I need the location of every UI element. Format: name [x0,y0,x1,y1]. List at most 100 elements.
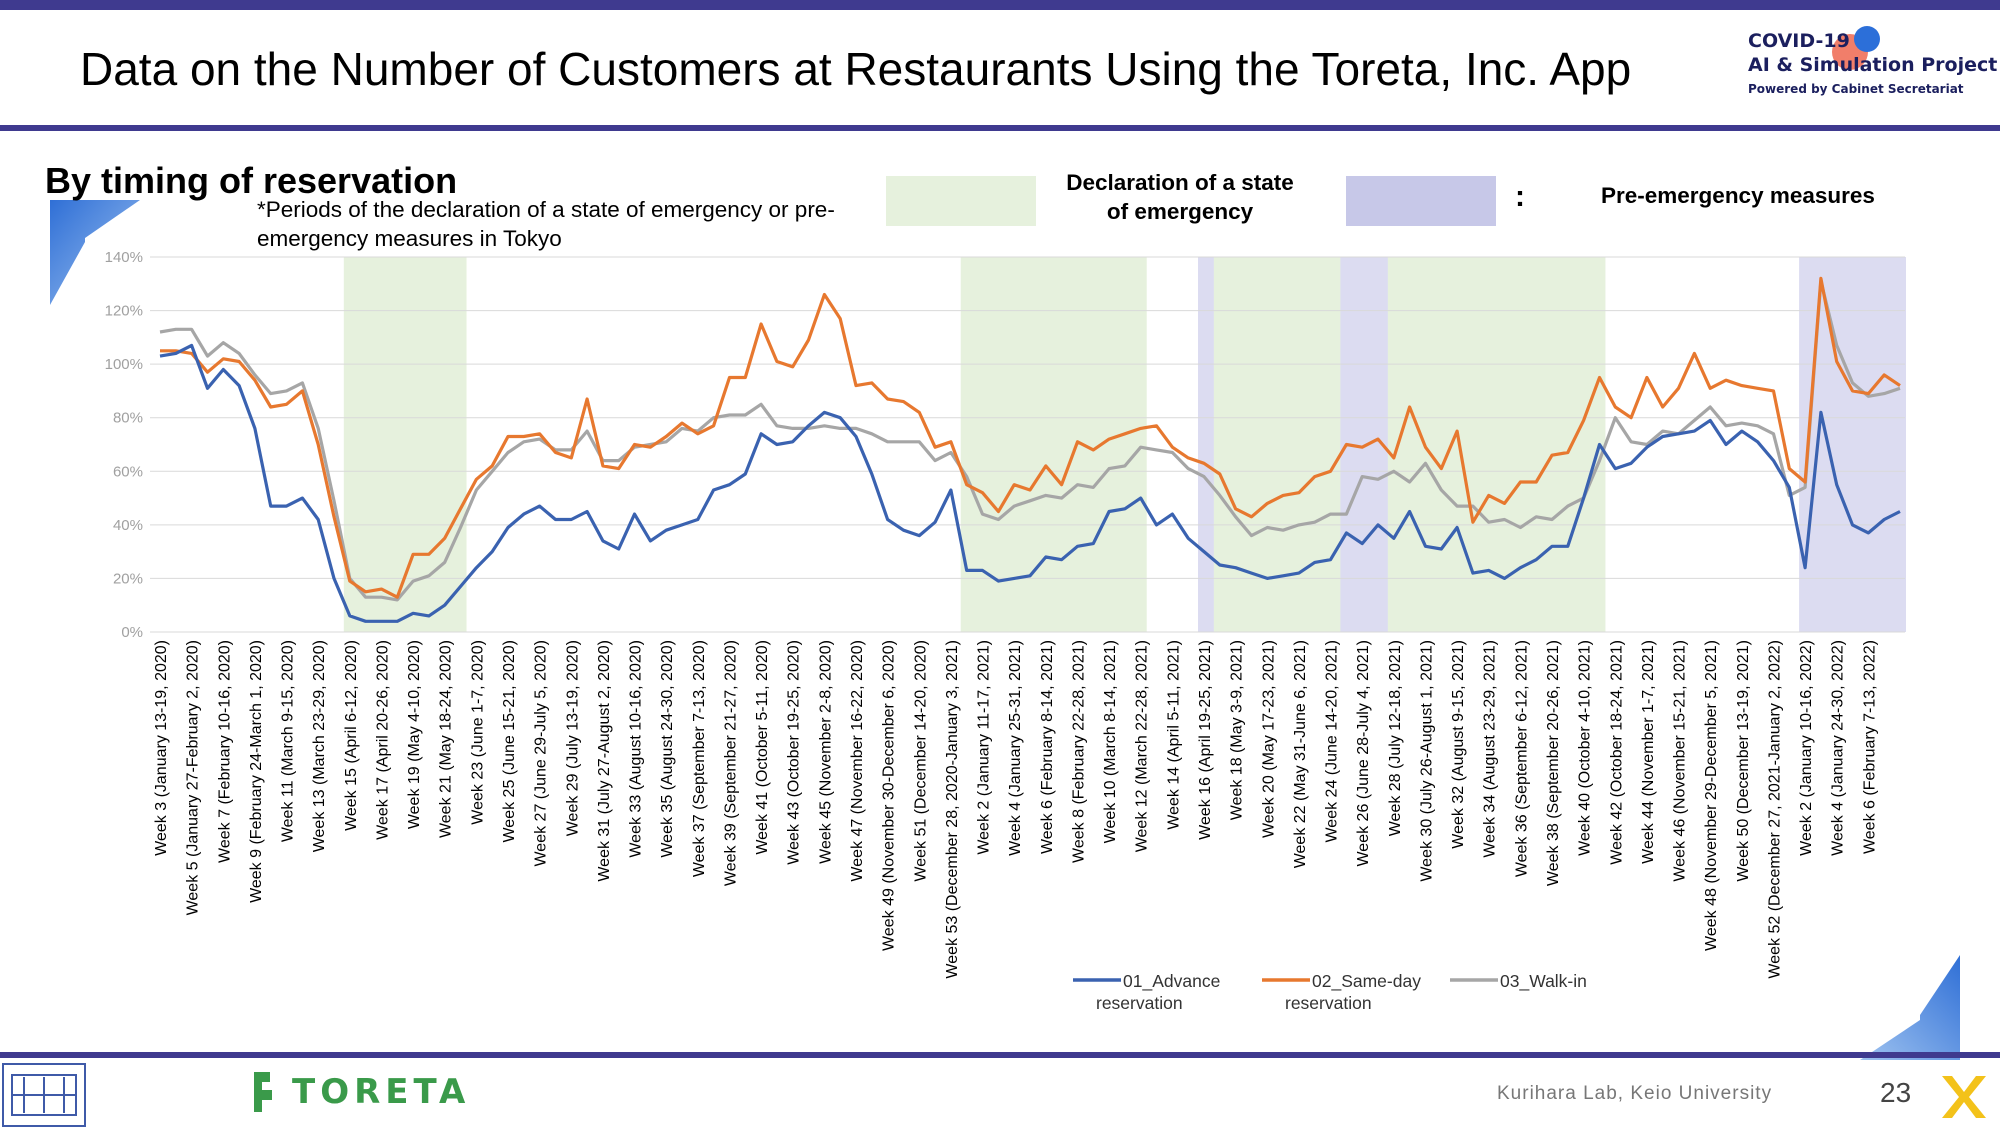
x-tick-label: Week 46 (November 15-21, 2021) [1672,640,1689,882]
x-tick-label: Week 24 (June 14-20, 2021) [1324,640,1341,843]
lab-credit: Kurihara Lab, Keio University [1497,1083,1773,1104]
x-tick-label: Week 12 (March 22-28, 2021) [1134,640,1151,852]
x-tick-label: Week 2 (January 10-16, 2022) [1798,640,1815,856]
x-tick-label: Week 19 (May 4-10, 2020) [406,640,423,829]
same-day-reservation-line [160,276,1901,599]
x-tick-label: Week 29 (July 13-19, 2020) [564,640,581,836]
y-tick-label: 60% [113,463,143,480]
x-tick-label: Week 4 (January 24-30, 2022) [1830,640,1847,856]
x-tick-label: Week 43 (October 19-25, 2020) [786,640,803,865]
x-tick-label: Week 26 (June 28-July 4, 2021) [1355,640,1372,867]
legend-label: 02_Same-day reservation [1285,971,1421,1013]
x-tick-label: Week 10 (March 8-14, 2021) [1102,640,1119,843]
y-tick-label: 140% [105,249,143,266]
x-tick-label: Week 52 (December 27, 2021-January 2, 20… [1766,640,1783,979]
advance-reservation-line [159,343,1901,623]
x-tick-label: Week 27 (June 29-July 5, 2020) [533,640,550,867]
x-tick-label: Week 41 (October 5-11, 2020) [754,640,771,855]
series-lines [159,276,1901,623]
x-tick-label: Week 9 (February 24-March 1, 2020) [248,640,265,903]
x-tick-label: Week 3 (January 13-19, 2020) [153,640,170,856]
x-axis-tick-labels: Week 3 (January 13-19, 2020) Week 5 (Janu… [153,640,1878,979]
x-tick-label: Week 17 (April 20-26, 2020) [374,640,391,840]
x-logo-icon [1942,1076,1986,1118]
customers-line-chart: 0% 20% 40% 60% 80% 100% 120% 140% Week 3 (Janua… [105,249,1906,1013]
x-tick-label: Week 37 (September 7-13, 2020) [691,640,708,877]
x-tick-label: Week 48 (November 29-December 5, 2021) [1703,640,1720,951]
x-tick-label: Week 11 (March 9-15, 2020) [280,640,297,842]
x-tick-label: Week 6 (February 8-14, 2021) [1039,640,1056,854]
title-divider [0,125,2000,131]
toreta-mark-icon [254,1072,272,1112]
top-accent-bar [0,0,2000,10]
x-tick-label: Week 28 (July 12-18, 2021) [1387,640,1404,836]
pre-emergency-legend-swatch [1346,176,1496,226]
pre-emergency-legend-label: Pre-emergency measures [1601,183,1875,208]
logo-line-2: AI & Simulation Project [1748,54,1998,76]
corner-decoration-icon [1860,955,1960,1060]
emergency-legend-label: Declaration of a state of emergency [1066,170,1294,224]
y-axis-tick-labels: 0% 20% 40% 60% 80% 100% 120% 140% [105,249,143,641]
legend-label: 01_Advance reservation [1096,971,1220,1013]
x-tick-label: Week 22 (May 31-June 6, 2021) [1292,640,1309,868]
logo-line-1: COVID-19 [1748,30,1850,52]
x-tick-label: Week 25 (June 15-21, 2020) [501,640,518,843]
x-tick-label: Week 33 (August 10-16, 2020) [628,640,645,858]
logo-line-3: Powered by Cabinet Secretariat [1748,82,1964,96]
page-title: Data on the Number of Customers at Resta… [80,43,1632,95]
x-tick-label: Week 18 (May 3-9, 2021) [1229,640,1246,820]
x-tick-label: Week 5 (January 27-February 2, 2020) [185,640,202,915]
y-tick-label: 0% [121,624,143,641]
x-tick-label: Week 20 (May 17-23, 2021) [1260,640,1277,838]
x-tick-label: Week 36 (September 6-12, 2021) [1513,640,1530,877]
x-tick-label: Week 30 (July 26-August 1, 2021) [1418,640,1435,882]
bottom-accent-bar [0,1052,2000,1058]
x-tick-label: Week 2 (January 11-17, 2021) [976,640,993,855]
toreta-brand-text: TORETA [292,1072,471,1112]
emergency-band [343,257,467,632]
y-tick-label: 120% [105,303,143,320]
x-tick-label: Week 40 (October 4-10, 2021) [1577,640,1594,856]
x-tick-label: Week 6 (February 7-13, 2022) [1861,640,1878,854]
x-tick-label: Week 14 (April 5-11, 2021) [1165,640,1182,830]
x-tick-label: Week 51 (December 14-20, 2020) [912,640,929,882]
project-logo: COVID-19 AI & Simulation Project Powered… [1748,26,1998,115]
x-tick-label: Week 47 (November 16-22, 2020) [849,640,866,882]
x-tick-label: Week 35 (August 24-30, 2020) [659,640,676,858]
y-tick-label: 20% [113,570,143,587]
x-tick-label: Week 8 (February 22-28, 2021) [1070,640,1087,863]
emergency-band [960,257,1147,632]
chart-legend: 01_Advance reservation 02_Same-day reservat… [1073,971,1587,1013]
x-tick-label: Week 7 (February 10-16, 2020) [216,640,233,863]
y-tick-label: 40% [113,517,143,534]
period-note: *Periods of the declaration of a state o… [257,197,835,251]
x-tick-label: Week 23 (June 1-7, 2020) [469,640,486,825]
section-subtitle: By timing of reservation [45,160,458,201]
pre-emergency-band [1799,257,1906,632]
x-tick-label: Week 15 (April 6-12, 2020) [343,640,360,831]
university-emblem-icon [2,1063,86,1127]
corner-decoration-icon [50,200,140,305]
chart-gridlines [150,256,1905,633]
logo-blue-circle-icon [1854,26,1880,52]
x-tick-label: Week 50 (December 13-19, 2021) [1735,640,1752,882]
x-tick-label: Week 53 (December 28, 2020-January 3, 20… [944,640,961,979]
x-tick-label: Week 31 (July 27-August 2, 2020) [596,640,613,882]
toreta-logo: TORETA [248,1070,470,1114]
x-tick-label: Week 16 (April 19-25, 2021) [1197,640,1214,840]
x-tick-label: Week 21 (May 18-24, 2020) [438,640,455,838]
x-tick-label: Week 13 (March 23-29, 2020) [311,640,328,852]
x-tick-label: Week 4 (January 25-31, 2021) [1007,640,1024,856]
x-tick-label: Week 38 (September 20-26, 2021) [1545,640,1562,886]
x-tick-label: Week 45 (November 2-8, 2020) [817,640,834,864]
y-tick-label: 80% [113,410,143,427]
x-tick-label: Week 34 (August 23-29, 2021) [1482,640,1499,858]
walk-in-line [159,279,1901,602]
emergency-legend-swatch [886,176,1036,226]
y-tick-label: 100% [105,356,143,373]
period-bands [343,257,1906,632]
x-tick-label: Week 42 (October 18-24, 2021) [1608,640,1625,865]
x-tick-label: Week 39 (September 21-27, 2020) [722,640,739,886]
legend-label: 03_Walk-in [1500,971,1587,992]
x-tick-label: Week 32 (August 9-15, 2021) [1450,640,1467,849]
